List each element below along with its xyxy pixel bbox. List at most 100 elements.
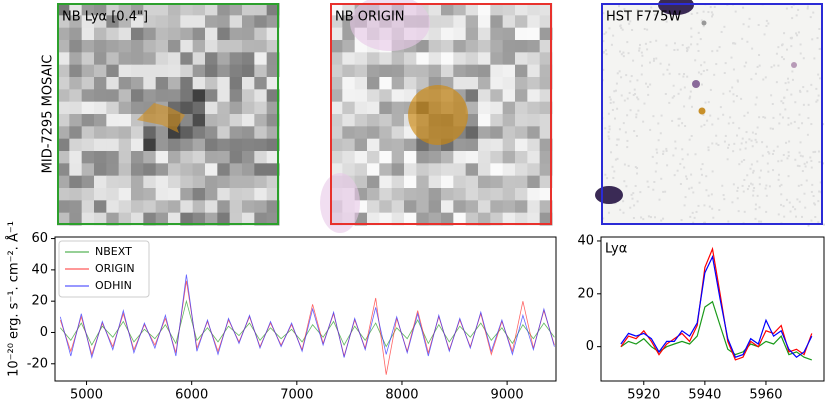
pixel: [217, 89, 231, 103]
pixel: [490, 101, 504, 115]
pixel: [515, 3, 528, 16]
pixel: [465, 163, 479, 177]
noise: [610, 43, 613, 46]
pixel: [515, 89, 528, 103]
pixel: [428, 175, 442, 189]
noise: [640, 64, 643, 67]
pixel: [69, 200, 83, 214]
noise: [640, 73, 643, 76]
noise: [689, 215, 692, 218]
pixel: [205, 138, 218, 152]
pixel: [131, 3, 144, 16]
pixel: [155, 52, 169, 66]
pixel: [428, 27, 442, 41]
pixel: [57, 3, 70, 16]
noise: [655, 39, 658, 42]
noise: [809, 16, 812, 19]
pixel: [180, 126, 194, 140]
pixel: [404, 151, 417, 164]
pixel: [57, 77, 70, 90]
noise: [690, 27, 693, 30]
pixel: [478, 40, 491, 53]
pixel: [342, 101, 356, 115]
noise: [743, 158, 746, 161]
detection-mask: [408, 85, 468, 145]
pixel: [453, 64, 467, 78]
noise: [816, 37, 819, 40]
noise: [607, 131, 610, 134]
noise: [705, 189, 708, 192]
pixel: [180, 175, 194, 189]
noise: [755, 96, 758, 99]
pixel: [502, 114, 516, 127]
pixel: [229, 126, 243, 140]
pixel: [143, 188, 157, 201]
noise: [614, 202, 617, 205]
noise: [634, 166, 637, 169]
x-tick-label: 5940: [688, 388, 721, 403]
pixel: [330, 151, 343, 164]
noise: [750, 139, 753, 142]
noise: [740, 97, 743, 100]
pixel: [266, 40, 280, 53]
pixel: [106, 138, 120, 152]
noise: [746, 40, 749, 43]
pixel: [266, 64, 280, 78]
pixel: [205, 89, 218, 103]
noise: [625, 74, 628, 77]
pixel: [192, 151, 206, 164]
pixel: [229, 3, 243, 16]
noise: [657, 139, 660, 142]
noise: [736, 79, 739, 82]
noise: [655, 148, 658, 151]
noise: [654, 170, 657, 173]
pixel: [453, 188, 467, 201]
noise: [659, 132, 662, 135]
noise: [710, 193, 713, 196]
panel-title: NB Lyα [0.4"]: [62, 10, 148, 25]
noise: [602, 40, 605, 43]
pixel: [490, 151, 504, 164]
pixel: [404, 52, 417, 66]
pixel: [205, 151, 218, 164]
pixel: [155, 27, 169, 41]
noise: [754, 217, 757, 220]
noise: [717, 117, 720, 120]
noise: [626, 146, 629, 149]
pixel: [69, 77, 83, 90]
noise: [746, 111, 749, 114]
noise: [615, 82, 618, 85]
image-panel: [57, 3, 280, 226]
noise: [806, 90, 809, 93]
x-tick-label: 6000: [175, 388, 208, 403]
pixel: [254, 89, 268, 103]
noise: [700, 168, 703, 171]
noise: [679, 162, 682, 165]
noise: [707, 194, 710, 197]
pixel: [254, 175, 268, 189]
noise: [641, 54, 644, 57]
noise: [668, 72, 671, 75]
pixel: [527, 101, 541, 115]
pixel: [502, 175, 516, 189]
noise: [734, 10, 737, 13]
noise: [630, 193, 633, 196]
pixel: [428, 64, 442, 78]
pixel: [539, 15, 553, 29]
pixel: [465, 101, 479, 115]
noise: [650, 6, 653, 9]
pixel: [330, 64, 343, 78]
pixel: [106, 212, 120, 226]
noise: [690, 186, 693, 189]
pixel: [502, 151, 516, 164]
pixel: [391, 188, 405, 201]
noise: [767, 150, 770, 153]
noise: [620, 76, 623, 79]
pixel: [143, 163, 157, 177]
pixel: [527, 15, 541, 29]
noise: [822, 123, 825, 126]
pixel: [69, 27, 83, 41]
pixel: [131, 212, 144, 226]
panel-border: [330, 3, 552, 225]
noise: [751, 145, 754, 148]
